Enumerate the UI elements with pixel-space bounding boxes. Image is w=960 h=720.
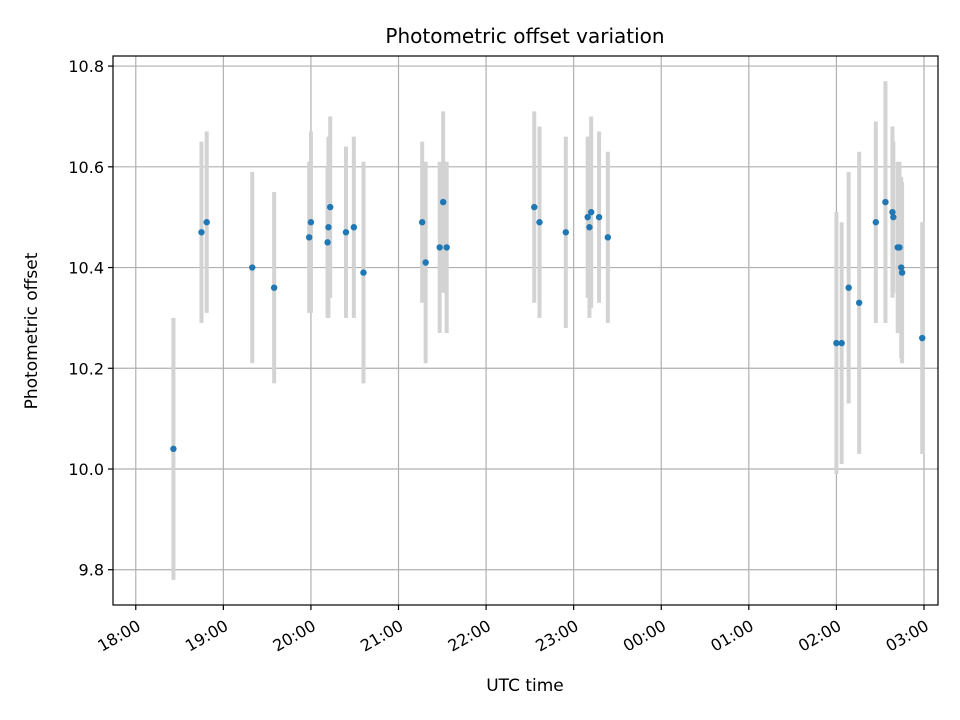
y-tick-label: 10.0 (68, 460, 104, 479)
data-point (270, 284, 278, 291)
data-point (422, 259, 429, 266)
chart-title: Photometric offset variation (385, 24, 664, 48)
data-point (919, 334, 926, 342)
y-tick-label: 10.2 (68, 359, 104, 378)
data-point (324, 239, 331, 246)
y-axis-label: Photometric offset (22, 252, 42, 409)
data-points (170, 198, 926, 453)
data-point (584, 213, 591, 221)
data-point (898, 264, 905, 271)
data-point (889, 208, 896, 216)
data-point (439, 198, 447, 206)
data-point (325, 224, 332, 231)
data-point (170, 445, 177, 453)
data-point (562, 229, 569, 236)
data-point (838, 339, 845, 347)
data-point (436, 244, 443, 251)
data-point (307, 219, 315, 226)
data-point (604, 234, 612, 241)
data-point (418, 219, 426, 226)
y-tick-label: 9.8 (79, 561, 104, 580)
data-point (586, 224, 593, 231)
y-axis-ticks: 9.8 10.0 10.2 10.4 10.6 10.8 (68, 57, 113, 580)
data-point (203, 219, 210, 226)
data-point (536, 219, 543, 226)
data-point (890, 213, 897, 221)
data-point (595, 213, 603, 221)
data-point (326, 203, 334, 211)
data-point (531, 203, 538, 211)
x-axis-label: UTC time (486, 676, 564, 696)
data-point (360, 269, 367, 276)
data-point (350, 224, 358, 231)
data-point (833, 339, 840, 347)
data-point (845, 284, 852, 291)
data-point (882, 198, 889, 206)
data-point (305, 234, 313, 241)
y-tick-label: 10.6 (68, 158, 104, 177)
data-point (443, 244, 450, 251)
data-point (587, 208, 595, 216)
data-point (872, 219, 880, 226)
data-point (342, 229, 350, 236)
data-point (249, 264, 256, 271)
data-point (896, 244, 903, 251)
grid (113, 56, 938, 605)
plot-frame (112, 55, 939, 606)
y-tick-label: 10.8 (68, 57, 104, 76)
data-point (898, 269, 906, 276)
y-tick-label: 10.4 (68, 259, 104, 278)
data-point (198, 229, 205, 236)
data-point (855, 299, 863, 306)
